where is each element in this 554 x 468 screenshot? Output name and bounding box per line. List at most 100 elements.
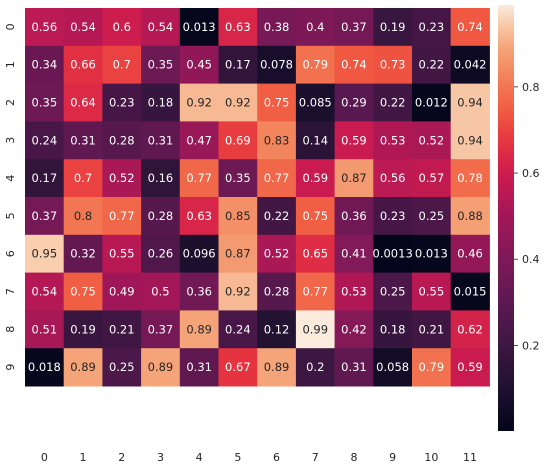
x-tick-label: 9 (389, 451, 396, 464)
heatmap-cell (295, 310, 336, 349)
cell-value-label: 0.53 (380, 133, 406, 147)
heatmap-cell (102, 234, 142, 274)
heatmap-cell (295, 121, 336, 160)
cell-value-label: 0.22 (380, 96, 406, 110)
heatmap-cell (295, 234, 336, 274)
heatmap-cell (102, 272, 142, 311)
cell-value-label: 0.35 (225, 171, 251, 185)
cell-value-label: 0.37 (148, 322, 174, 336)
heatmap-cell (373, 8, 413, 47)
cell-value-label: 0.57 (419, 171, 445, 185)
cell-value-label: 0.35 (32, 96, 58, 110)
cell-value-label: 0.16 (148, 171, 174, 185)
cell-value-label: 0.23 (419, 20, 445, 34)
x-tick-label: 3 (157, 451, 164, 464)
heatmap-cell (295, 45, 336, 85)
cell-value-label: 0.55 (109, 247, 135, 261)
cell-value-label: 0.56 (380, 171, 406, 185)
cell-value-label: 0.17 (225, 58, 251, 72)
heatmap-cell (257, 310, 297, 349)
heatmap-cell (102, 121, 142, 160)
cell-value-label: 0.23 (109, 96, 135, 110)
heatmap-cell (25, 8, 65, 47)
heatmap-cell (334, 83, 374, 122)
cell-value-label: 0.8 (74, 209, 92, 223)
cell-value-label: 0.35 (148, 58, 174, 72)
heatmap-cell (141, 272, 181, 311)
cell-value-label: 0.6 (113, 20, 131, 34)
heatmap-cell (63, 310, 103, 349)
heatmap-cell (218, 83, 258, 122)
x-tick-label: 0 (41, 451, 48, 464)
heatmap-cell (334, 8, 374, 47)
cell-value-label: 0.89 (264, 360, 290, 374)
heatmap-cell (179, 310, 219, 349)
cell-value-label: 0.92 (225, 96, 251, 110)
colorbar-tick-label: 0.4 (522, 253, 540, 266)
heatmap-cell (450, 159, 490, 198)
cell-value-label: 0.77 (109, 209, 135, 223)
heatmap-cell (412, 159, 452, 198)
cell-value-label: 0.47 (186, 133, 212, 147)
cell-value-label: 0.59 (302, 171, 328, 185)
heatmap-cell (334, 348, 374, 387)
heatmap-cell (63, 234, 103, 274)
cell-value-label: 0.99 (302, 322, 328, 336)
cell-value-label: 0.45 (186, 58, 212, 72)
cell-value-label: 0.29 (341, 96, 367, 110)
heatmap-cell (373, 310, 413, 349)
cell-value-label: 0.94 (457, 133, 483, 147)
cell-value-label: 0.73 (380, 58, 406, 72)
cell-value-label: 0.28 (264, 285, 290, 299)
heatmap-cell (102, 348, 142, 387)
cell-value-label: 0.92 (186, 96, 212, 110)
heatmap-cell (257, 234, 297, 274)
cell-value-label: 0.65 (302, 247, 328, 261)
heatmap-cells: 0.56 0.54 0.6 0.54 0.013 0.63 0.38 0.4 0.37 0.19 0… (25, 8, 490, 387)
heatmap-cell (102, 8, 142, 47)
cell-value-label: 0.51 (32, 322, 58, 336)
cell-value-label: 0.63 (186, 209, 212, 223)
cell-value-label: 0.7 (74, 171, 92, 185)
cell-value-label: 0.74 (341, 58, 367, 72)
cell-value-label: 0.89 (70, 360, 96, 374)
heatmap-cell (295, 159, 336, 198)
cell-value-label: 0.096 (183, 247, 216, 261)
heatmap-cell (218, 45, 258, 85)
heatmap-cell (450, 121, 490, 160)
cell-value-label: 0.69 (225, 133, 251, 147)
heatmap-cell (412, 310, 452, 349)
heatmap-cell (63, 121, 103, 160)
x-axis-ticks: 0 1 2 3 4 5 6 7 8 9 10 11 (41, 451, 477, 464)
heatmap-cell (257, 272, 297, 311)
heatmap-cell (334, 272, 374, 311)
heatmap-cell (25, 197, 65, 236)
heatmap-cell (412, 45, 452, 85)
heatmap-cell (412, 234, 452, 274)
heatmap-cell (179, 8, 219, 47)
heatmap-cell (257, 121, 297, 160)
cell-value-label: 0.32 (70, 247, 96, 261)
cell-value-label: 0.94 (457, 96, 483, 110)
heatmap-cell (63, 45, 103, 85)
heatmap-cell (334, 121, 374, 160)
cell-value-label: 0.88 (457, 209, 483, 223)
cell-value-label: 0.67 (225, 360, 251, 374)
heatmap-cell (102, 159, 142, 198)
heatmap-cell (334, 159, 374, 198)
heatmap-cell (218, 272, 258, 311)
cell-value-label: 0.4 (306, 20, 324, 34)
heatmap-cell (63, 83, 103, 122)
x-tick-label: 7 (312, 451, 319, 464)
heatmap-cell (141, 159, 181, 198)
heatmap-cell (257, 159, 297, 198)
cell-value-label: 0.62 (457, 322, 483, 336)
cell-value-label: 0.78 (457, 171, 483, 185)
heatmap-cell (334, 197, 374, 236)
cell-value-label: 0.75 (302, 209, 328, 223)
cell-value-label: 0.89 (186, 322, 212, 336)
cell-value-label: 0.52 (419, 133, 445, 147)
heatmap-cell (179, 83, 219, 122)
cell-value-label: 0.53 (341, 285, 367, 299)
cell-value-label: 0.7 (113, 58, 131, 72)
